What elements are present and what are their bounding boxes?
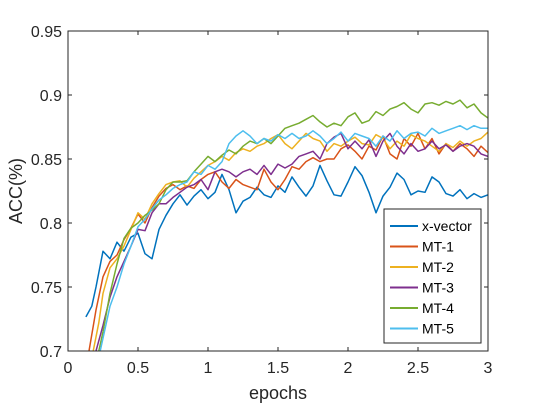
y-tick-label: 0.85 — [31, 152, 62, 169]
legend-label-mt-2: MT-2 — [422, 259, 454, 275]
series-line-mt-1 — [88, 132, 488, 351]
legend-label-mt-4: MT-4 — [422, 300, 454, 316]
legend: x-vector MT-1 MT-2 MT-3 MT-4 MT-5 — [383, 208, 482, 344]
y-tick-label: 0.8 — [40, 216, 62, 233]
x-tick-label: 1.5 — [267, 360, 289, 377]
x-tick-label: 2 — [344, 360, 353, 377]
y-axis-label: ACC(%) — [6, 158, 26, 224]
legend-label-mt-5: MT-5 — [422, 321, 454, 337]
ticks-layer: 0 0.5 1 1.5 2 2.5 3 0.7 0.75 0.8 0.85 0.9 0.95 — [31, 24, 493, 377]
y-tick-label: 0.75 — [31, 280, 62, 297]
x-tick-label: 2.5 — [407, 360, 429, 377]
y-tick-label: 0.9 — [40, 88, 62, 105]
series-layer — [85, 99, 488, 351]
x-axis-label: epochs — [249, 383, 307, 403]
legend-box — [383, 208, 482, 344]
y-tick-label: 0.95 — [31, 24, 62, 41]
legend-label-mt-3: MT-3 — [422, 280, 454, 296]
legend-label-x-vector: x-vector — [422, 218, 472, 234]
y-tick-label: 0.7 — [40, 344, 62, 361]
x-tick-label: 3 — [484, 360, 493, 377]
series-line-mt-2 — [92, 131, 488, 351]
legend-label-mt-1: MT-1 — [422, 239, 454, 255]
x-tick-label: 1 — [204, 360, 213, 377]
series-line-mt-3 — [95, 132, 488, 351]
x-tick-label: 0.5 — [127, 360, 149, 377]
x-tick-label: 0 — [64, 360, 73, 377]
series-line-x-vector — [85, 164, 488, 318]
series-line-mt-5 — [99, 124, 488, 351]
